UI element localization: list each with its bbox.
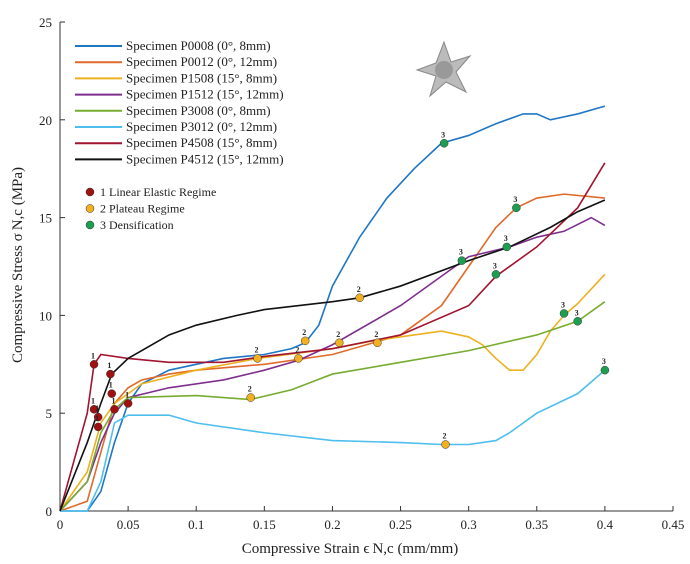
regime-point xyxy=(106,370,114,378)
regime-point xyxy=(356,294,364,302)
x-axis-label: Compressive Strain ϵ N,c (mm/mm) xyxy=(242,541,459,557)
y-tick-label: 25 xyxy=(39,15,52,30)
regime-legend-number: 3 xyxy=(100,218,106,232)
regime-point xyxy=(90,360,98,368)
regime-point xyxy=(560,309,568,317)
legend-label: Specimen P3008 (0°, 8mm) xyxy=(126,103,271,118)
regime-point-label: 3 xyxy=(513,195,517,204)
regime-point-label: 2 xyxy=(336,330,340,339)
y-axis-label: Compressive Stress σ N,c (MPa) xyxy=(10,167,26,363)
regime-point-label: 1 xyxy=(95,404,99,413)
regime-point-label: 2 xyxy=(295,345,299,354)
regime-point-label: 3 xyxy=(493,261,497,270)
legend-label: Specimen P0012 (0°, 12mm) xyxy=(126,54,277,69)
x-tick-label: 0.1 xyxy=(188,517,204,532)
regime-legend-marker xyxy=(86,205,94,213)
regime-point xyxy=(492,270,500,278)
regime-point-label: 3 xyxy=(561,300,565,309)
regime-legend-marker xyxy=(86,221,94,229)
regime-point-label: 1 xyxy=(91,351,95,360)
x-tick-label: 0.25 xyxy=(389,517,412,532)
y-tick-label: 10 xyxy=(39,308,52,323)
x-tick-label: 0.45 xyxy=(662,517,685,532)
regime-point-label: 2 xyxy=(248,385,252,394)
x-tick-label: 0.15 xyxy=(253,517,276,532)
regime-point-label: 2 xyxy=(255,345,259,354)
regime-point xyxy=(574,317,582,325)
y-tick-label: 0 xyxy=(46,504,53,519)
regime-point xyxy=(335,339,343,347)
regime-point-label: 2 xyxy=(443,431,447,440)
y-tick-label: 20 xyxy=(39,113,52,128)
background xyxy=(0,0,690,559)
regime-point xyxy=(124,399,132,407)
regime-point xyxy=(294,354,302,362)
x-tick-label: 0.05 xyxy=(117,517,140,532)
regime-point xyxy=(503,243,511,251)
legend-label: Specimen P4512 (15°, 12mm) xyxy=(126,151,284,166)
x-tick-label: 0.3 xyxy=(461,517,477,532)
regime-point xyxy=(512,204,520,212)
regime-point-label: 3 xyxy=(441,130,445,139)
regime-legend-number: 2 xyxy=(100,202,106,216)
regime-point-label: 2 xyxy=(374,330,378,339)
y-tick-label: 15 xyxy=(39,211,52,226)
regime-point xyxy=(601,366,609,374)
regime-legend-label: Plateau Regime xyxy=(109,202,185,216)
regime-point xyxy=(247,394,255,402)
chart: Compressive Strain ϵ N,c (mm/mm) Compres… xyxy=(0,0,690,559)
x-tick-label: 0.4 xyxy=(597,517,614,532)
legend-label: Specimen P1512 (15°, 12mm) xyxy=(126,87,284,102)
regime-point xyxy=(440,139,448,147)
regime-point xyxy=(110,405,118,413)
regime-legend-label: Densification xyxy=(109,218,174,232)
regime-point xyxy=(94,423,102,431)
legend-label: Specimen P0008 (0°, 8mm) xyxy=(126,38,271,53)
legend-label: Specimen P1508 (15°, 8mm) xyxy=(126,70,277,85)
regime-legend-number: 1 xyxy=(100,185,106,199)
regime-point-label: 1 xyxy=(95,414,99,423)
regime-point-label: 3 xyxy=(504,234,508,243)
regime-point-label: 3 xyxy=(602,357,606,366)
regime-point-label: 1 xyxy=(107,361,111,370)
legend-label: Specimen P3012 (0°, 12mm) xyxy=(126,119,277,134)
regime-point-label: 1 xyxy=(109,381,113,390)
regime-point xyxy=(442,440,450,448)
y-tick-label: 5 xyxy=(46,406,53,421)
regime-point-label: 2 xyxy=(357,285,361,294)
regime-point xyxy=(254,354,262,362)
regime-point xyxy=(458,257,466,265)
regime-legend-marker xyxy=(86,188,94,196)
regime-point xyxy=(373,339,381,347)
x-tick-label: 0.35 xyxy=(525,517,548,532)
regime-point-label: 3 xyxy=(459,248,463,257)
regime-point-label: 3 xyxy=(575,308,579,317)
regime-point-label: 1 xyxy=(125,390,129,399)
regime-point xyxy=(301,337,309,345)
x-tick-label: 0 xyxy=(57,517,64,532)
legend-label: Specimen P4508 (15°, 8mm) xyxy=(126,135,277,150)
regime-point-label: 1 xyxy=(111,396,115,405)
x-tick-label: 0.2 xyxy=(324,517,340,532)
regime-legend-label: Linear Elastic Regime xyxy=(109,185,216,199)
regime-point-label: 2 xyxy=(302,328,306,337)
